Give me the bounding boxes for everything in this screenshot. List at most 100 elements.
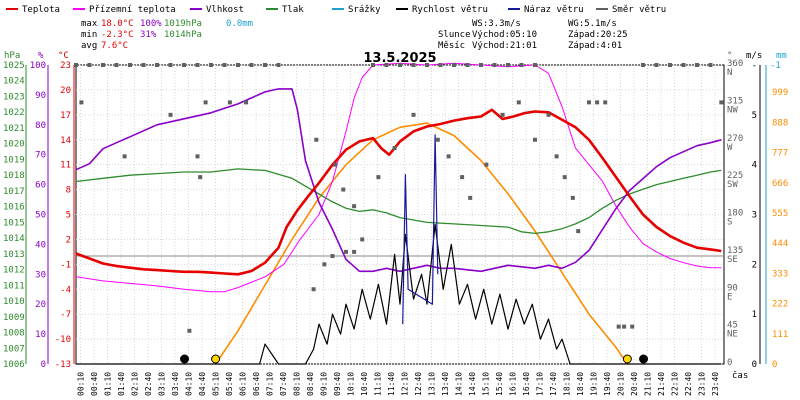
dir-label: N — [727, 68, 732, 78]
wind-direction-marker — [195, 154, 200, 159]
hpa-tick: 1019 — [3, 155, 25, 165]
stats-max-press: 1019hPa — [164, 19, 202, 29]
pct-tick: 30 — [35, 270, 46, 280]
x-tick-label: 11:40 — [387, 372, 396, 396]
pct-tick: 20 — [35, 300, 46, 310]
x-tick-label: 02:10 — [131, 372, 140, 396]
wind-direction-marker — [222, 63, 227, 67]
mm-tick: 333 — [772, 269, 788, 279]
wind-direction-marker — [195, 63, 200, 67]
ms-tick: 5 — [752, 111, 757, 121]
ms-tick: 4 — [752, 161, 757, 171]
mm-tick: 666 — [772, 179, 788, 189]
x-tick-label: 05:40 — [225, 372, 234, 396]
x-tick-label: 08:10 — [293, 372, 302, 396]
dir-tick: 315 — [727, 96, 743, 106]
wind-direction-marker — [479, 63, 483, 67]
x-tick-label: 17:40 — [549, 372, 558, 396]
wind-direction-marker — [641, 63, 645, 67]
ms-tick: 0 — [752, 360, 757, 370]
x-tick-label: 00:10 — [77, 372, 86, 396]
hpa-tick: 1006 — [3, 360, 25, 370]
stats-rain: 0.0mm — [226, 19, 253, 29]
dir-tick: 180 — [727, 209, 743, 219]
wind-direction-marker — [128, 63, 132, 67]
wind-direction-marker — [311, 287, 316, 292]
ms-top-tick: - — [752, 61, 757, 71]
series-line-rychlost-v-tru — [76, 223, 722, 365]
c-tick: 8 — [66, 186, 71, 196]
series-line-tlak — [75, 168, 722, 235]
series-line-slunce — [214, 122, 628, 365]
wind-direction-marker — [344, 249, 348, 254]
c-tick: 14 — [60, 136, 71, 146]
unit-pct: % — [38, 51, 44, 61]
wind-direction-marker — [516, 100, 521, 105]
hpa-tick: 1009 — [3, 313, 25, 323]
wind-direction-marker — [263, 63, 267, 67]
wind-direction-marker — [492, 63, 497, 67]
x-tick-label: 07:40 — [279, 372, 288, 396]
c-tick: 17 — [60, 111, 71, 121]
x-tick-label: 16:40 — [522, 372, 531, 396]
x-tick-label: 12:10 — [401, 372, 410, 396]
sunrise-marker — [211, 354, 221, 364]
wind-direction-marker — [681, 63, 686, 67]
x-tick-label: 20:10 — [617, 372, 626, 396]
legend-label: Náraz větru — [524, 5, 584, 15]
x-tick-label: 23:40 — [711, 372, 720, 396]
series-layer — [74, 62, 724, 365]
legend: Teplota Přízemní teplota Vlhkost Tlak Srážky… — [6, 5, 666, 15]
sunrise-time: Východ:05:10 — [472, 30, 537, 40]
hpa-tick: 1017 — [3, 187, 25, 197]
pct-tick: 10 — [35, 330, 46, 340]
wind-gust-info: WG:5.1m/s — [568, 19, 617, 29]
legend-label: Přízemní teplota — [89, 5, 176, 15]
unit-ms: m/s — [746, 51, 762, 61]
grid — [75, 64, 725, 365]
wind-direction-marker — [227, 100, 232, 105]
ms-tick: 1 — [752, 310, 757, 320]
stats-min-hum: 31% — [140, 30, 157, 40]
x-tick-label: 23:10 — [698, 372, 707, 396]
x-tick-label: 08:40 — [306, 372, 315, 396]
wind-direction-marker — [452, 63, 456, 67]
wind-direction-marker — [168, 63, 173, 67]
dir-tick: 90 — [727, 283, 738, 293]
x-tick-label: 06:40 — [252, 372, 261, 396]
wind-direction-marker — [468, 195, 473, 200]
x-tick-label: 22:10 — [671, 372, 680, 396]
wind-direction-marker — [411, 112, 416, 117]
wind-direction-marker — [341, 187, 346, 192]
c-tick: 2 — [66, 235, 71, 245]
moonset-marker — [180, 354, 190, 364]
c-tick: -7 — [60, 310, 71, 320]
dir-label: SE — [727, 255, 738, 265]
wind-direction-marker — [114, 63, 119, 67]
pct-tick: 40 — [35, 240, 46, 250]
wind-direction-marker — [533, 63, 537, 67]
x-tick-label: 02:40 — [144, 372, 153, 396]
wind-direction-marker — [360, 237, 365, 242]
dir-tick: 225 — [727, 171, 743, 181]
legend-label: Směr větru — [612, 5, 666, 15]
wind-direction-marker — [187, 328, 192, 333]
hpa-tick: 1011 — [3, 281, 25, 291]
x-tick-label: 03:10 — [158, 372, 167, 396]
x-tick-label: 13:10 — [428, 372, 437, 396]
hpa-tick: 1021 — [3, 124, 25, 134]
wind-direction-marker — [74, 63, 78, 67]
c-tick: -10 — [55, 335, 71, 345]
hpa-tick: 1008 — [3, 329, 25, 339]
unit-deg: ° — [727, 51, 732, 61]
wind-direction-marker — [484, 162, 489, 167]
hpa-tick: 1013 — [3, 250, 25, 260]
wind-direction-marker — [595, 100, 600, 105]
moon-label: Měsíc — [438, 41, 465, 51]
x-tick-label: 13:40 — [441, 372, 450, 396]
dir-tick: 270 — [727, 134, 743, 144]
wind-direction-marker — [352, 204, 357, 209]
wind-direction-marker — [554, 154, 559, 159]
hpa-tick: 1020 — [3, 140, 25, 150]
wind-direction-marker — [465, 63, 470, 67]
